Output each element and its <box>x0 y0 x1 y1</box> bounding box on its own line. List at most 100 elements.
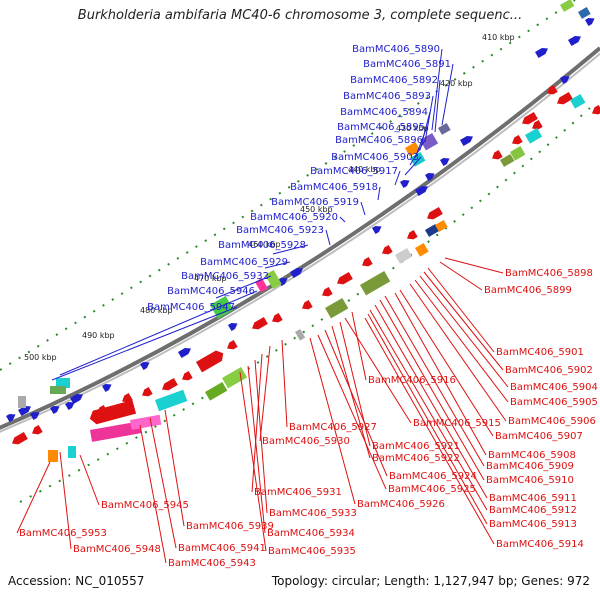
gene-label-forward[interactable]: BamMC406_5891 <box>363 59 451 70</box>
label-connector <box>409 283 507 422</box>
label-connector <box>79 454 100 506</box>
gene-label-reverse[interactable]: BamMC406_5922 <box>372 453 460 464</box>
gene-label-forward[interactable]: BamMC406_5903 <box>331 152 419 163</box>
gene-label-reverse[interactable]: BamMC406_5904 <box>510 382 598 393</box>
label-connector <box>259 345 271 442</box>
feature-block <box>265 270 282 289</box>
gene-label-reverse[interactable]: BamMC406_5901 <box>496 347 584 358</box>
gene-arrow <box>512 135 523 145</box>
gene-arrow <box>290 268 304 279</box>
gene-label-reverse[interactable]: BamMC406_5899 <box>484 285 572 296</box>
gene-label-reverse[interactable]: BamMC406_5905 <box>510 397 598 408</box>
gene-label-reverse[interactable]: BamMC406_5911 <box>489 493 577 504</box>
feature-block <box>18 396 26 408</box>
gene-label-forward[interactable]: BamMC406_5919 <box>271 197 359 208</box>
gene-arrow <box>547 85 558 95</box>
label-connector <box>424 95 434 143</box>
gene-label-forward[interactable]: BamMC406_5946 <box>167 286 255 297</box>
feature-block <box>438 123 451 135</box>
gene-arrow <box>50 406 60 415</box>
gene-label-forward[interactable]: BamMC406_5894 <box>340 107 428 118</box>
gene-label-forward[interactable]: BamMC406_5923 <box>236 225 324 236</box>
tick-label: 440 kbp <box>348 165 381 174</box>
gene-label-forward[interactable]: BamMC406_5892 <box>350 75 438 86</box>
gene-label-reverse[interactable]: BamMC406_5906 <box>508 416 596 427</box>
feature-block <box>360 271 391 296</box>
gene-arrow <box>227 340 238 350</box>
gene-label-reverse[interactable]: BamMC406_5916 <box>368 375 456 386</box>
label-connector <box>309 337 356 505</box>
gene-arrow <box>162 378 178 391</box>
label-texts: BamMC406_5890 BamMC406_5891 BamMC406_5892 B… <box>19 44 598 569</box>
gene-label-forward[interactable]: BamMC406_5928 <box>218 240 306 251</box>
gene-arrow <box>252 317 268 330</box>
label-connector <box>264 261 291 269</box>
gene-label-reverse[interactable]: BamMC406_5925 <box>388 484 476 495</box>
gene-label-forward[interactable]: BamMC406_5890 <box>352 44 440 55</box>
label-connector <box>367 313 488 525</box>
gene-label-reverse[interactable]: BamMC406_5912 <box>489 505 577 516</box>
label-connector <box>254 359 268 514</box>
feature-block <box>68 446 76 458</box>
tick-label: 490 kbp <box>82 331 115 340</box>
gene-label-reverse[interactable]: BamMC406_5935 <box>268 546 356 557</box>
gene-label-reverse[interactable]: BamMC406_5930 <box>262 436 350 447</box>
gene-label-reverse[interactable]: BamMC406_5915 <box>413 418 501 429</box>
label-connector <box>377 186 381 201</box>
label-connector <box>427 267 495 353</box>
gene-label-reverse[interactable]: BamMC406_5908 <box>488 450 576 461</box>
label-connector <box>215 275 272 299</box>
gene-label-forward[interactable]: BamMC406_5917 <box>310 166 398 177</box>
gene-arrow <box>182 371 193 381</box>
feature-block <box>405 142 421 157</box>
label-connector <box>434 79 441 133</box>
gene-label-forward[interactable]: BamMC406_5893 <box>343 91 431 102</box>
gene-label-reverse[interactable]: BamMC406_5909 <box>486 461 574 472</box>
gene-arrow <box>425 173 435 182</box>
gene-arrow <box>322 287 333 297</box>
gene-arrow <box>415 186 429 197</box>
gene-label-forward[interactable]: BamMC406_5895 <box>337 122 425 133</box>
gene-label-reverse[interactable]: BamMC406_5926 <box>357 499 445 510</box>
label-connector <box>369 309 488 511</box>
gene-label-reverse[interactable]: BamMC406_5943 <box>168 558 256 569</box>
gene-label-reverse[interactable]: BamMC406_5907 <box>495 431 583 442</box>
label-connector <box>139 424 167 564</box>
feature-block <box>435 220 448 232</box>
gene-label-forward[interactable]: BamMC406_5896 <box>335 135 423 146</box>
label-connector <box>431 48 443 131</box>
gene-label-reverse[interactable]: BamMC406_5914 <box>496 539 584 550</box>
gene-label-reverse[interactable]: BamMC406_5948 <box>73 544 161 555</box>
label-connector <box>339 216 346 223</box>
gene-label-reverse[interactable]: BamMC406_5941 <box>178 543 266 554</box>
gene-label-reverse[interactable]: BamMC406_5953 <box>19 528 107 539</box>
gene-label-reverse[interactable]: BamMC406_5898 <box>505 268 593 279</box>
gene-glyphs <box>6 0 600 462</box>
gene-label-reverse[interactable]: BamMC406_5902 <box>505 365 593 376</box>
gene-label-reverse[interactable]: BamMC406_5933 <box>269 508 357 519</box>
gene-label-reverse[interactable]: BamMC406_5945 <box>101 500 189 511</box>
gene-label-forward[interactable]: BamMC406_5929 <box>200 257 288 268</box>
gene-label-reverse[interactable]: BamMC406_5924 <box>389 471 477 482</box>
gene-label-reverse[interactable]: BamMC406_5913 <box>489 519 577 530</box>
label-connector <box>281 339 288 428</box>
feature-block <box>155 389 188 412</box>
gene-label-forward[interactable]: BamMC406_5932 <box>181 271 269 282</box>
gene-arrow <box>6 414 16 423</box>
label-connector <box>409 139 426 166</box>
gene-label-reverse[interactable]: BamMC406_5927 <box>289 422 377 433</box>
gene-label-reverse[interactable]: BamMC406_5921 <box>372 441 460 452</box>
gene-label-forward[interactable]: BamMC406_5920 <box>250 212 338 223</box>
gene-label-reverse[interactable]: BamMC406_5931 <box>254 487 342 498</box>
gene-arrow <box>492 150 503 160</box>
gene-label-forward[interactable]: BamMC406_5947 <box>147 302 235 313</box>
gene-label-forward[interactable]: BamMC406_5918 <box>290 182 378 193</box>
gene-arrow <box>585 18 595 27</box>
gene-arrow <box>32 425 43 435</box>
gene-label-reverse[interactable]: BamMC406_5939 <box>186 521 274 532</box>
gene-label-reverse[interactable]: BamMC406_5934 <box>267 528 355 539</box>
outer-dotted-track <box>0 0 576 371</box>
label-connector <box>16 461 51 534</box>
gene-label-reverse[interactable]: BamMC406_5910 <box>486 475 574 486</box>
feature-block <box>48 450 58 462</box>
